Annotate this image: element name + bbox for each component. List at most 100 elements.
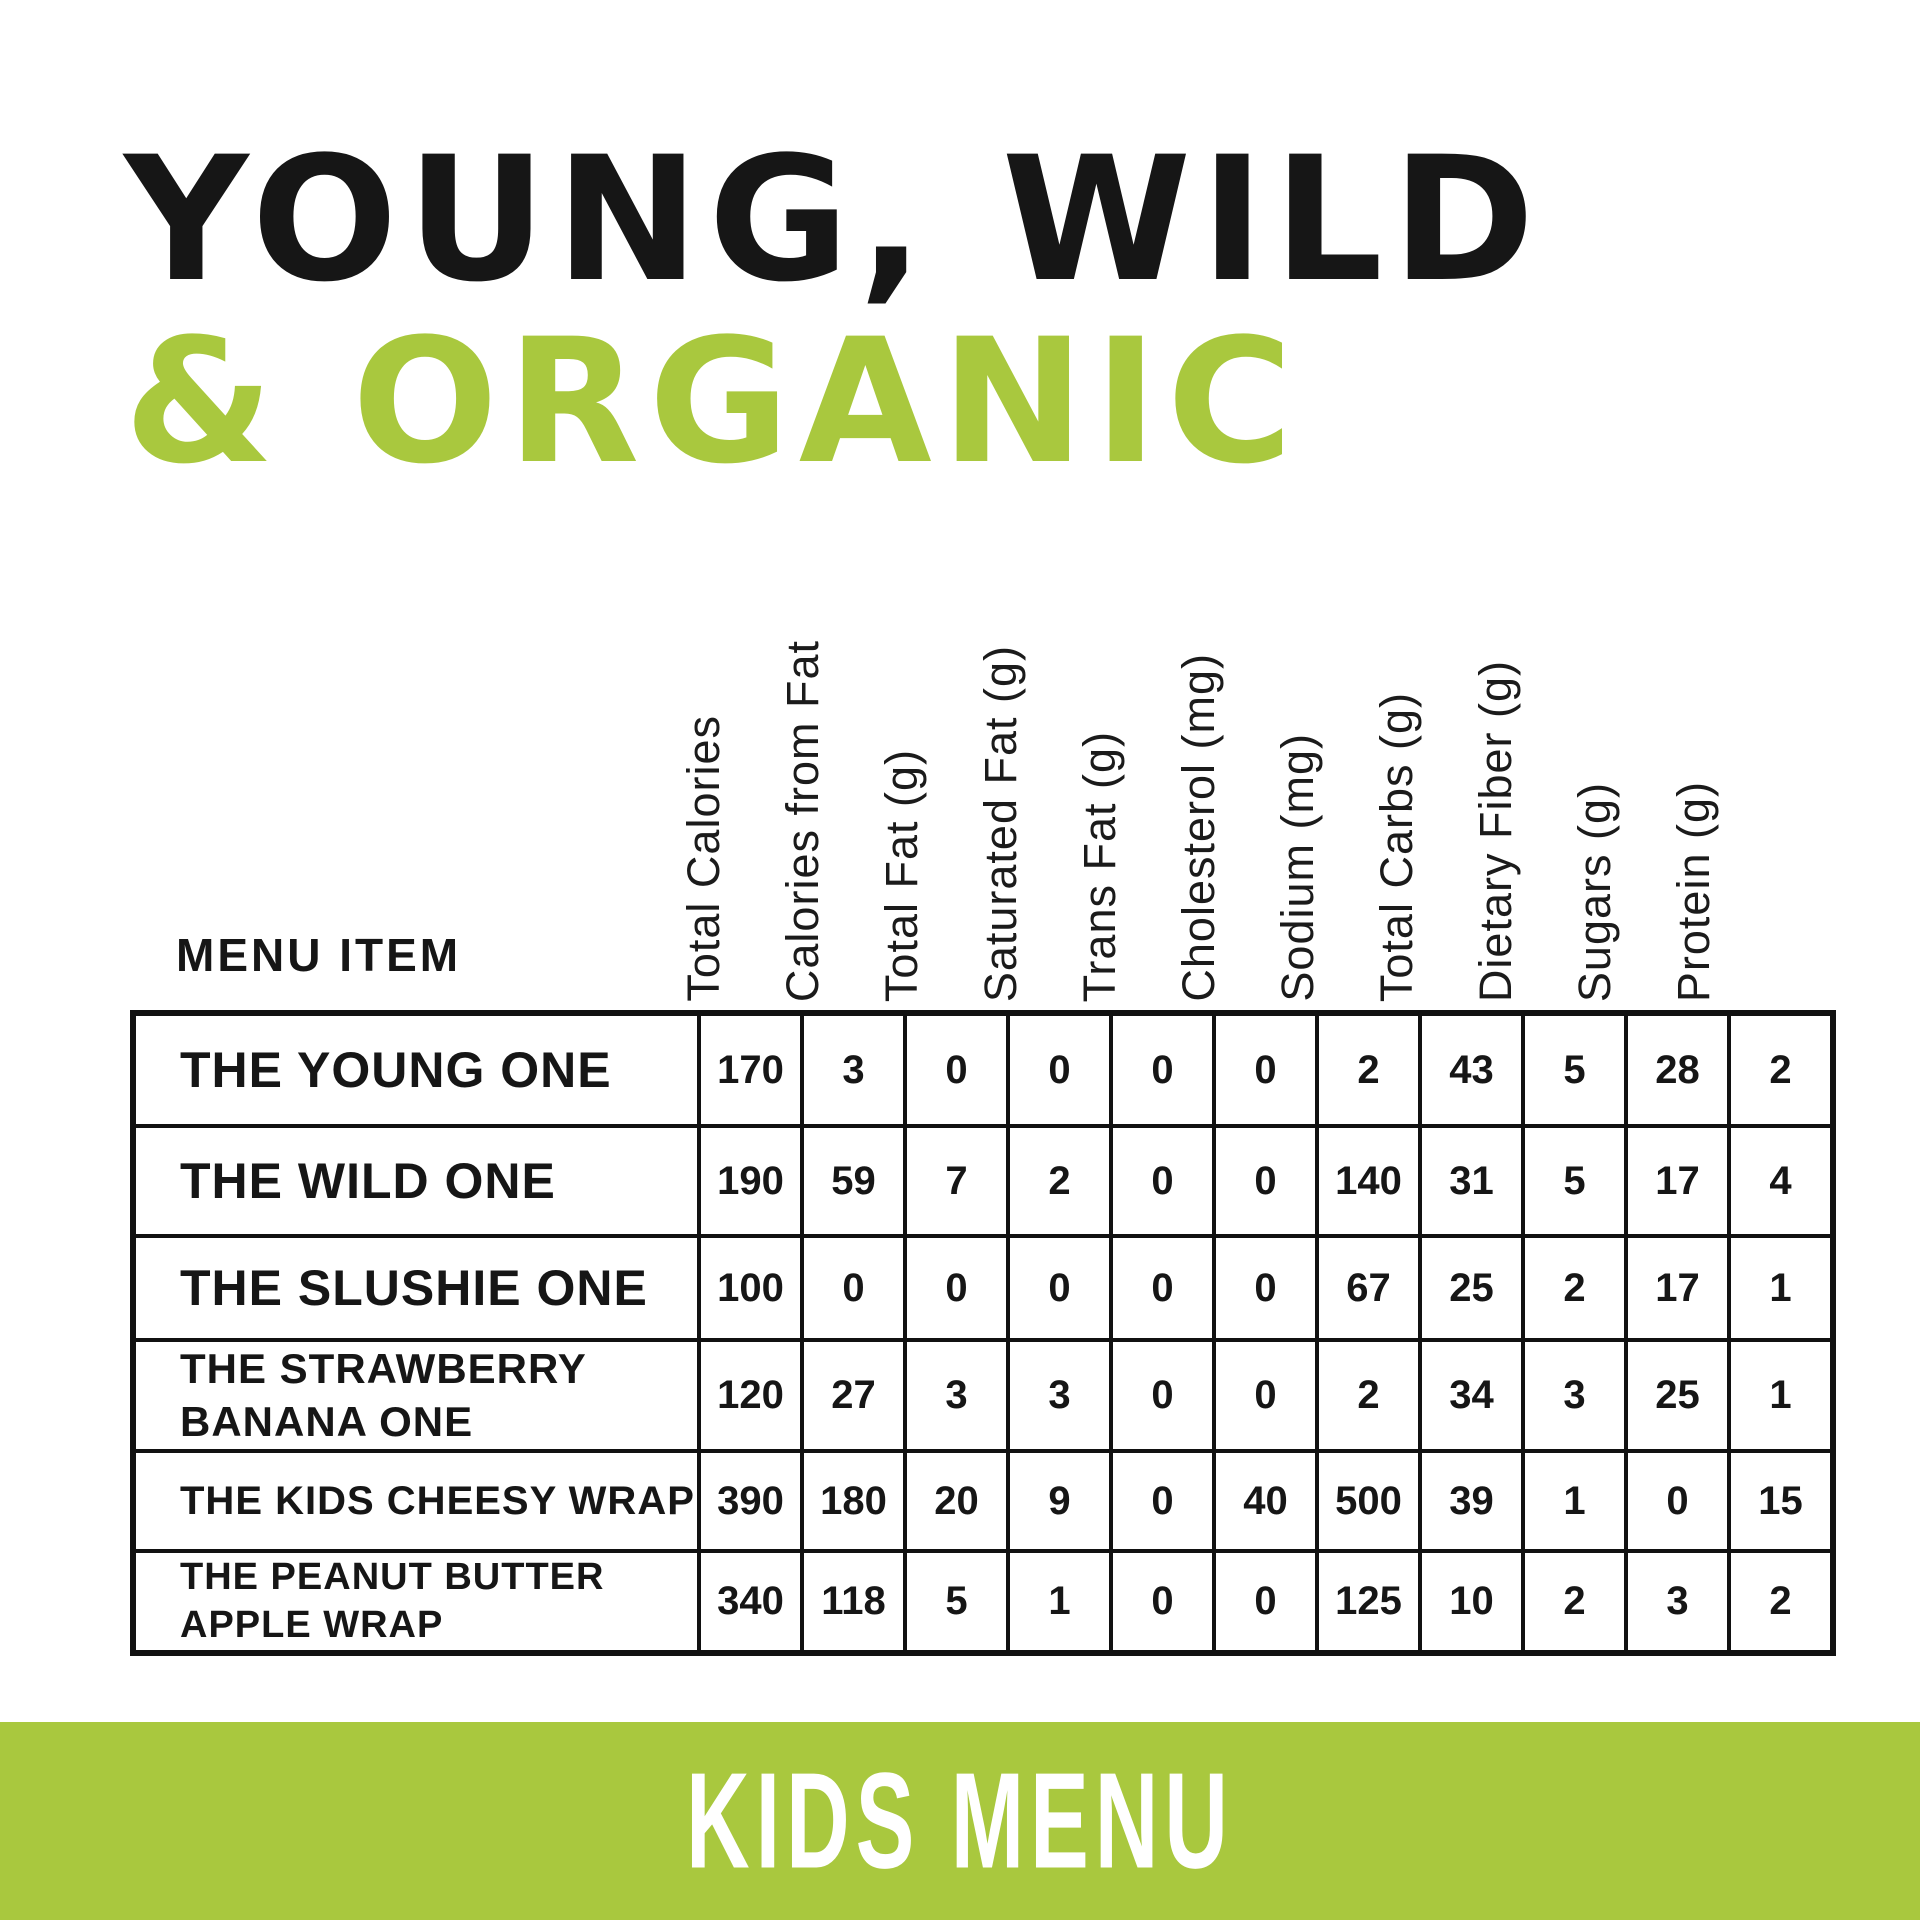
nutrition-value: 20 (903, 1449, 1010, 1553)
nutrition-value: 0 (1006, 1234, 1113, 1342)
nutrition-value: 500 (1315, 1449, 1422, 1553)
nutrition-value: 1 (1727, 1234, 1835, 1342)
menu-item-name: THE SLUSHIE ONE (131, 1234, 701, 1342)
table-row-the-strawberry-banana-one: THE STRAWBERRY BANANA ONE 120 27 3 3 0 0… (131, 1338, 1835, 1453)
nutrition-value: 1 (1521, 1449, 1628, 1553)
nutrition-value: 0 (903, 1011, 1010, 1128)
nutrition-column-headers: Total Calories Calories from Fat Total F… (654, 470, 1743, 1002)
nutrition-value: 2 (1727, 1011, 1835, 1128)
column-header-cholesterol: Cholesterol (mg) (1149, 470, 1248, 1002)
table-row-the-wild-one: THE WILD ONE 190 59 7 2 0 0 140 31 5 17 … (131, 1124, 1835, 1238)
menu-item-name: THE PEANUT BUTTER APPLE WRAP (131, 1549, 701, 1655)
nutrition-value: 190 (697, 1124, 804, 1238)
column-header-label: Calories from Fat (776, 639, 828, 1002)
nutrition-value: 7 (903, 1124, 1010, 1238)
column-header-dietary-fiber: Dietary Fiber (g) (1446, 470, 1545, 1002)
nutrition-value: 0 (1109, 1011, 1216, 1128)
nutrition-value: 0 (1109, 1549, 1216, 1655)
nutrition-value: 43 (1418, 1011, 1525, 1128)
nutrition-value: 0 (1624, 1449, 1731, 1553)
nutrition-value: 180 (800, 1449, 907, 1553)
footer-title: KIDS MENU (686, 1743, 1234, 1897)
column-header-saturated-fat: Saturated Fat (g) (951, 470, 1050, 1002)
column-header-label: Dietary Fiber (g) (1469, 659, 1521, 1002)
nutrition-value: 3 (1006, 1338, 1113, 1453)
table-row-the-slushie-one: THE SLUSHIE ONE 100 0 0 0 0 0 67 25 2 17… (131, 1234, 1835, 1342)
nutrition-value: 120 (697, 1338, 804, 1453)
nutrition-value: 5 (1521, 1011, 1628, 1128)
menu-item-name: THE KIDS CHEESY WRAP (131, 1449, 701, 1553)
nutrition-value: 0 (1212, 1549, 1319, 1655)
menu-item-name: THE STRAWBERRY BANANA ONE (131, 1338, 701, 1453)
nutrition-value: 40 (1212, 1449, 1319, 1553)
column-header-total-fat: Total Fat (g) (852, 470, 951, 1002)
nutrition-value: 5 (903, 1549, 1010, 1655)
menu-item-name: THE WILD ONE (131, 1124, 701, 1238)
column-header-sugars: Sugars (g) (1545, 470, 1644, 1002)
nutrition-value: 0 (1109, 1449, 1216, 1553)
nutrition-value: 1 (1006, 1549, 1113, 1655)
column-header-label: Total Fat (g) (875, 748, 927, 1002)
nutrition-value: 2 (1521, 1549, 1628, 1655)
column-header-label: Cholesterol (mg) (1172, 653, 1224, 1002)
nutrition-value: 9 (1006, 1449, 1113, 1553)
nutrition-value: 0 (800, 1234, 907, 1342)
nutrition-value: 4 (1727, 1124, 1835, 1238)
nutrition-value: 25 (1624, 1338, 1731, 1453)
page-title-line-2: & ORGANIC (124, 301, 1303, 502)
nutrition-value: 3 (800, 1011, 907, 1128)
nutrition-value: 2 (1006, 1124, 1113, 1238)
column-header-total-calories: Total Calories (654, 470, 753, 1002)
nutrition-value: 67 (1315, 1234, 1422, 1342)
column-header-label: Protein (g) (1667, 780, 1719, 1002)
column-header-label: Saturated Fat (g) (974, 644, 1026, 1002)
nutrition-value: 340 (697, 1549, 804, 1655)
nutrition-value: 0 (1109, 1234, 1216, 1342)
column-header-trans-fat: Trans Fat (g) (1050, 470, 1149, 1002)
table-row-the-peanut-butter-apple-wrap: THE PEANUT BUTTER APPLE WRAP 340 118 5 1… (131, 1549, 1835, 1655)
nutrition-value: 170 (697, 1011, 804, 1128)
nutrition-value: 27 (800, 1338, 907, 1453)
nutrition-value: 0 (1006, 1011, 1113, 1128)
column-header-protein: Protein (g) (1644, 470, 1743, 1002)
nutrition-value: 0 (1212, 1234, 1319, 1342)
nutrition-value: 0 (1109, 1124, 1216, 1238)
nutrition-value: 118 (800, 1549, 907, 1655)
nutrition-value: 3 (1521, 1338, 1628, 1453)
column-header-total-carbs: Total Carbs (g) (1347, 470, 1446, 1002)
menu-item-column-header: MENU ITEM (176, 929, 462, 981)
nutrition-value: 2 (1315, 1338, 1422, 1453)
nutrition-value: 5 (1521, 1124, 1628, 1238)
column-header-calories-from-fat: Calories from Fat (753, 470, 852, 1002)
nutrition-value: 2 (1521, 1234, 1628, 1342)
nutrition-value: 28 (1624, 1011, 1731, 1128)
table-row-the-kids-cheesy-wrap: THE KIDS CHEESY WRAP 39 0 180 20 9 0 40 5… (131, 1449, 1835, 1553)
nutrition-value: 100 (697, 1234, 804, 1342)
nutrition-value: 3 (903, 1338, 1010, 1453)
nutrition-value: 140 (1315, 1124, 1422, 1238)
table-row-the-young-one: THE YOUNG ONE 170 3 0 0 0 0 2 43 5 28 2 (131, 1011, 1835, 1128)
nutrition-table: THE YOUNG ONE 170 3 0 0 0 0 2 43 5 28 2 … (130, 1010, 1836, 1656)
nutrition-value: 0 (1212, 1011, 1319, 1128)
nutrition-value: 17 (1624, 1234, 1731, 1342)
nutrition-value: 34 (1418, 1338, 1525, 1453)
nutrition-value: 1 (1727, 1338, 1835, 1453)
column-header-label: Total Carbs (g) (1370, 691, 1422, 1002)
column-header-sodium: Sodium (mg) (1248, 470, 1347, 1002)
nutrition-value: 2 (1727, 1549, 1835, 1655)
nutrition-value: 125 (1315, 1549, 1422, 1655)
nutrition-value: 39 (1418, 1449, 1525, 1553)
nutrition-value: 0 (1212, 1124, 1319, 1238)
menu-item-name: THE YOUNG ONE (131, 1011, 701, 1128)
nutrition-value: 31 (1418, 1124, 1525, 1238)
nutrition-value: 15 (1727, 1449, 1835, 1553)
nutrition-value: 17 (1624, 1124, 1731, 1238)
column-header-label: Sodium (mg) (1271, 733, 1323, 1002)
nutrition-value: 2 (1315, 1011, 1422, 1128)
nutrition-value: 0 (1109, 1338, 1216, 1453)
column-header-label: Sugars (g) (1568, 781, 1620, 1002)
page-title-line-1: YOUNG, WILD (124, 119, 1544, 320)
column-header-label: Trans Fat (g) (1073, 730, 1125, 1002)
nutrition-value: 0 (903, 1234, 1010, 1342)
